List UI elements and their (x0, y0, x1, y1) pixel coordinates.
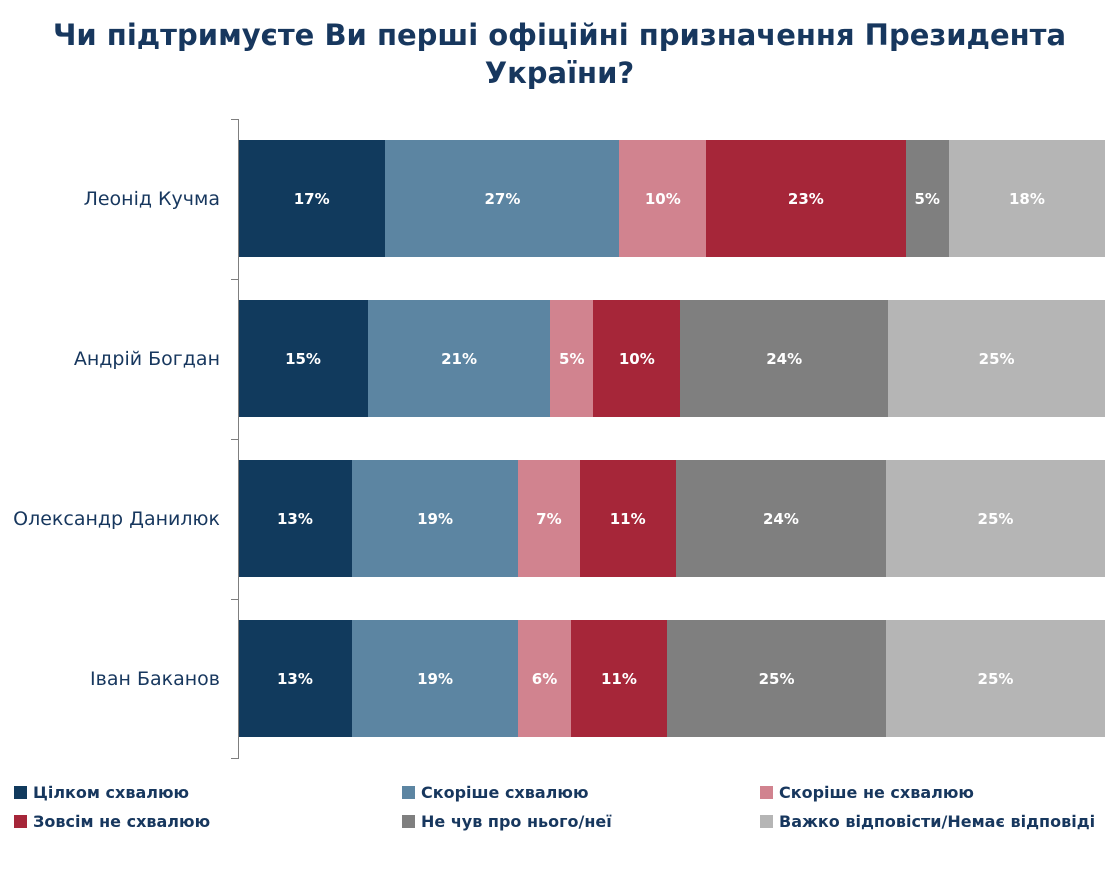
segment-value-label: 21% (441, 349, 478, 368)
segment-value-label: 5% (559, 349, 585, 368)
segment-value-label: 10% (644, 189, 681, 208)
axis-tick (231, 118, 238, 120)
segment-value-label: 25% (977, 669, 1014, 688)
stacked-bar-chart: Леонід Кучма 17% 27% 10% 23% 5% 18% Андрій Богд… (0, 118, 1119, 759)
axis-tick (231, 438, 238, 440)
legend-swatch-icon (14, 785, 27, 799)
segment-value-label: 13% (276, 669, 313, 688)
category-label: Андрій Богдан (73, 347, 220, 370)
bar-segment: 24% (680, 300, 889, 418)
category-label: Леонід Кучма (83, 187, 220, 210)
bar-segment: 18% (948, 140, 1105, 258)
legend-label: Скоріше не схвалюю (779, 782, 974, 802)
segment-value-label: 18% (1008, 189, 1045, 208)
bar-segment: 13% (238, 620, 352, 738)
chart-row: Андрій Богдан 15% 21% 5% 10% 24% 25% (0, 279, 1119, 439)
legend-label: Цілком схвалюю (33, 782, 190, 802)
stacked-bar: 13% 19% 6% 11% 25% 25% (238, 620, 1105, 738)
bar-segment: 19% (351, 620, 519, 738)
segment-value-label: 19% (417, 509, 453, 528)
stacked-bar: 13% 19% 7% 11% 24% 25% (238, 460, 1105, 578)
bar-segment: 17% (238, 140, 386, 258)
legend-item: Скоріше схвалюю (402, 783, 760, 802)
category-label: Олександр Данилюк (13, 507, 220, 530)
legend-item: Скоріше не схвалюю (760, 783, 1111, 802)
segment-value-label: 11% (609, 509, 646, 528)
segment-value-label: 24% (762, 509, 799, 528)
axis-tick (231, 757, 238, 759)
segment-value-label: 23% (787, 189, 824, 208)
axis-tick (231, 598, 238, 600)
bar-segment: 10% (619, 140, 707, 258)
bar-segment: 21% (368, 300, 551, 418)
segment-value-label: 11% (600, 669, 637, 688)
stacked-bar: 17% 27% 10% 23% 5% 18% (238, 140, 1105, 258)
legend-label: Зовсім не схвалюю (33, 811, 211, 831)
bar-segment: 25% (888, 300, 1105, 418)
legend-swatch-icon (14, 814, 27, 828)
chart-rows: Леонід Кучма 17% 27% 10% 23% 5% 18% Андрій Богд… (0, 119, 1119, 759)
bar-segment: 27% (385, 140, 620, 258)
bar-segment: 23% (706, 140, 906, 258)
legend-swatch-icon (402, 785, 415, 799)
chart-row: Леонід Кучма 17% 27% 10% 23% 5% 18% (0, 119, 1119, 279)
chart-row: Олександр Данилюк 13% 19% 7% 11% 24% 25% (0, 439, 1119, 599)
segment-value-label: 27% (484, 189, 521, 208)
segment-value-label: 25% (977, 509, 1014, 528)
bar-segment: 5% (550, 300, 594, 418)
segment-value-label: 24% (766, 349, 803, 368)
bar-segment: 19% (351, 460, 519, 578)
bar-segment: 11% (570, 620, 668, 738)
segment-value-label: 25% (978, 349, 1015, 368)
chart-legend: Цілком схвалюю Скоріше схвалюю Скоріше не … (0, 783, 1119, 831)
segment-value-label: 10% (618, 349, 655, 368)
bar-segment: 25% (667, 620, 887, 738)
legend-label: Скоріше схвалюю (421, 782, 589, 802)
bar-segment: 24% (675, 460, 887, 578)
bar-segment: 25% (886, 620, 1105, 738)
segment-value-label: 13% (276, 509, 313, 528)
bar-segment: 25% (886, 460, 1105, 578)
chart-title: Чи підтримуєте Ви перші офіційні признач… (52, 18, 1067, 91)
legend-item: Цілком схвалюю (14, 783, 402, 802)
bar-segment: 11% (579, 460, 676, 578)
bar-segment: 7% (518, 460, 580, 578)
bar-segment: 10% (593, 300, 681, 418)
legend-swatch-icon (760, 814, 773, 828)
survey-chart-page: Чи підтримуєте Ви перші офіційні признач… (0, 16, 1119, 875)
y-axis-line (238, 118, 239, 759)
bar-segment: 6% (518, 620, 571, 738)
bar-segment: 13% (238, 460, 352, 578)
bar-segment: 15% (238, 300, 369, 418)
segment-value-label: 19% (417, 669, 453, 688)
legend-item: Не чув про нього/неї (402, 812, 760, 831)
segment-value-label: 15% (285, 349, 321, 368)
chart-row: Іван Баканов 13% 19% 6% 11% 25% 25% (0, 599, 1119, 759)
segment-value-label: 17% (293, 189, 330, 208)
legend-label: Важко відповісти/Немає відповіді (779, 811, 1096, 831)
bar-segment: 5% (905, 140, 949, 258)
legend-swatch-icon (402, 814, 415, 828)
segment-value-label: 5% (914, 189, 940, 208)
legend-label: Не чув про нього/неї (421, 811, 612, 831)
legend-swatch-icon (760, 785, 773, 799)
stacked-bar: 15% 21% 5% 10% 24% 25% (238, 300, 1105, 418)
legend-item: Важко відповісти/Немає відповіді (760, 812, 1111, 831)
segment-value-label: 7% (536, 509, 562, 528)
segment-value-label: 25% (758, 669, 795, 688)
axis-tick (231, 278, 238, 280)
segment-value-label: 6% (531, 669, 558, 688)
category-label: Іван Баканов (90, 667, 220, 690)
legend-item: Зовсім не схвалюю (14, 812, 402, 831)
